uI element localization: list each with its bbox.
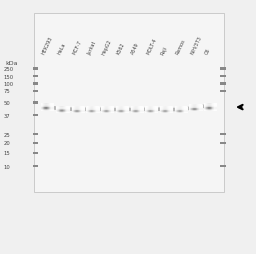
Bar (33, 102, 38, 104)
Text: 20: 20 (4, 141, 11, 146)
Text: kDa: kDa (5, 60, 18, 65)
Bar (33, 133, 38, 136)
Bar (34, 14, 224, 192)
Text: HepG2: HepG2 (101, 38, 113, 55)
Text: 15: 15 (4, 151, 11, 156)
Text: MOLT-4: MOLT-4 (145, 38, 157, 55)
Bar (220, 68, 226, 70)
Bar (33, 115, 38, 117)
Bar (33, 83, 38, 85)
Bar (33, 76, 38, 78)
Text: 100: 100 (4, 82, 14, 87)
Bar (33, 166, 38, 168)
Bar (33, 142, 38, 145)
Text: C6: C6 (204, 47, 211, 55)
Bar (33, 90, 38, 92)
Text: Ramos: Ramos (175, 38, 186, 55)
Text: 37: 37 (4, 113, 10, 118)
Text: 150: 150 (4, 74, 14, 79)
Text: NIH/3T3: NIH/3T3 (189, 35, 202, 55)
Bar (220, 166, 226, 168)
Text: 25: 25 (4, 132, 11, 137)
Bar (33, 68, 38, 70)
Text: 50: 50 (4, 101, 11, 106)
Text: 10: 10 (4, 164, 11, 169)
Bar (220, 133, 226, 136)
Text: Raji: Raji (160, 45, 168, 55)
Text: A549: A549 (131, 42, 141, 55)
Bar (220, 90, 226, 92)
Text: HEK293: HEK293 (41, 36, 54, 55)
Text: 75: 75 (4, 89, 11, 94)
Text: Jurkat: Jurkat (87, 40, 98, 55)
Bar (33, 152, 38, 154)
Text: MCF-7: MCF-7 (72, 40, 83, 55)
Text: 250: 250 (4, 67, 14, 72)
Text: K562: K562 (116, 42, 126, 55)
Bar (220, 83, 226, 85)
Bar (220, 142, 226, 145)
Bar (220, 76, 226, 78)
Text: HeLa: HeLa (57, 42, 67, 55)
